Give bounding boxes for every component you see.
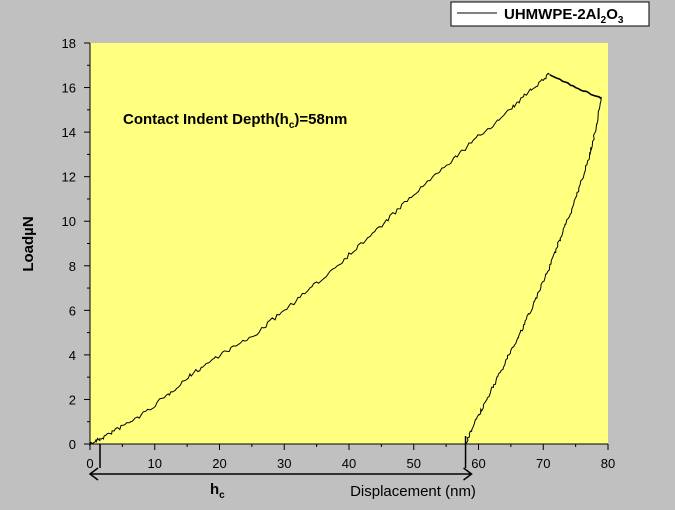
- hc-right-arrow: [463, 467, 473, 481]
- x-tick-label: 70: [536, 456, 550, 471]
- loading-curve: [88, 72, 550, 446]
- legend-box: [450, 1, 650, 27]
- legend-label: UHMWPE-2Al2O3: [504, 6, 624, 26]
- y-tick-label: 6: [69, 303, 76, 318]
- x-axis-title: Displacement (nm): [350, 483, 476, 500]
- y-axis-title: LoadµN: [20, 216, 37, 271]
- x-tick-label: 60: [471, 456, 485, 471]
- y-tick-label: 12: [62, 170, 76, 185]
- x-axis-ticks: 0 10 20 30 40 50 60 70 80: [86, 444, 615, 471]
- x-tick-label: 0: [86, 456, 93, 471]
- x-tick-label: 50: [407, 456, 421, 471]
- x-tick-label: 40: [342, 456, 356, 471]
- series-layer: [88, 72, 602, 446]
- y-tick-label: 10: [62, 214, 76, 229]
- y-tick-label: 18: [62, 36, 76, 51]
- unloading-curve: [465, 96, 602, 445]
- y-tick-label: 16: [62, 81, 76, 96]
- x-tick-label: 80: [601, 456, 615, 471]
- y-tick-label: 2: [69, 392, 76, 407]
- hc-marker: [88, 436, 473, 481]
- y-tick-label: 4: [69, 348, 76, 363]
- y-axis-ticks: 0 2 4 6 8 10 12 14 16 18: [62, 36, 90, 452]
- hc-label: hc: [210, 481, 225, 501]
- x-tick-label: 30: [277, 456, 291, 471]
- hc-left-arrow: [88, 467, 99, 481]
- y-tick-label: 8: [69, 259, 76, 274]
- plot-area: [90, 43, 608, 444]
- legend: UHMWPE-2Al2O3: [450, 1, 650, 27]
- y-tick-label: 14: [62, 125, 76, 140]
- contact-depth-annotation: Contact Indent Depth(hc)=58nm: [123, 111, 347, 131]
- hold-segment: [549, 74, 602, 100]
- y-tick-label: 0: [69, 437, 76, 452]
- x-tick-label: 10: [148, 456, 162, 471]
- x-tick-label: 20: [212, 456, 226, 471]
